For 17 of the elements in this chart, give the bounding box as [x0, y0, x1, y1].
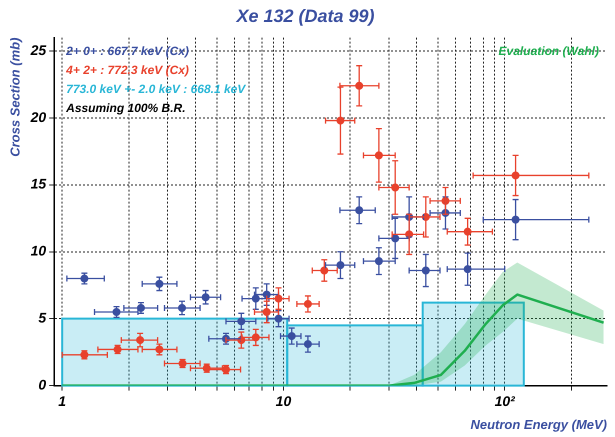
chart-title: Xe 132 (Data 99)	[235, 6, 375, 26]
x-tick-label: 10	[276, 392, 292, 409]
text: 773.0 keV +- 2.0 keV : 668.1 keV	[66, 82, 246, 96]
y-tick-label: 25	[30, 42, 46, 58]
text: Evaluation (Wahl)	[498, 44, 600, 58]
x-tick-label: 10²	[494, 392, 516, 409]
y-axis-title: Cross Section (mb)	[7, 38, 22, 157]
x-axis-title: Neutron Energy (MeV)	[470, 416, 607, 432]
y-tick-label: 20	[30, 108, 46, 125]
y-tick-label: 0	[38, 376, 46, 392]
y-tick-label: 15	[30, 176, 46, 192]
text: 2+ 0+ : 667.7 keV (Cx)	[65, 44, 189, 58]
annotation: Assuming 100% B.R.	[65, 100, 186, 115]
y-tick-label: 5	[38, 310, 46, 326]
y-tick-label: 10	[30, 242, 46, 259]
text: 4+ 2+ : 772.3 keV (Cx)	[65, 62, 189, 77]
x-tick-label: 1	[58, 392, 66, 409]
